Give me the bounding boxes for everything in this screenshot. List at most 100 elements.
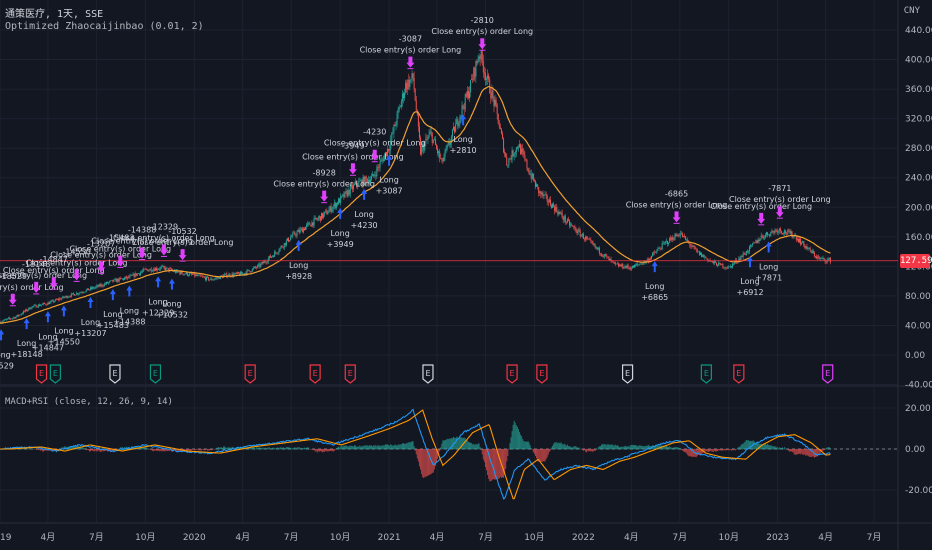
macd-histogram-bar (619, 447, 621, 450)
candle-body (394, 124, 396, 126)
candle-body (376, 167, 378, 177)
candle-body (51, 300, 53, 301)
candle-body (601, 254, 603, 256)
macd-histogram-bar (326, 449, 328, 452)
candle-body (500, 129, 502, 134)
candle-body (811, 250, 813, 254)
macd-histogram-bar (288, 447, 290, 450)
candle-body (599, 253, 601, 255)
candle-body (677, 234, 679, 237)
candle-body (324, 211, 326, 214)
candle-body (630, 268, 632, 270)
candle-body (513, 154, 515, 157)
candle-body (140, 272, 142, 275)
macd-histogram-bar (395, 445, 397, 450)
candle-body (133, 273, 135, 277)
macd-histogram-bar (164, 449, 166, 452)
macd-histogram-bar (260, 447, 262, 450)
macd-histogram-bar (623, 446, 625, 450)
macd-histogram-bar (290, 447, 292, 450)
candle-body (229, 274, 231, 277)
candle-body (470, 80, 472, 93)
macd-histogram-bar (754, 441, 756, 450)
earnings-flag[interactable] (822, 364, 834, 384)
macd-histogram-bar (546, 449, 548, 458)
macd-histogram-bar (439, 449, 441, 452)
candle-body (438, 151, 440, 154)
macd-histogram-bar (456, 436, 458, 450)
macd-histogram-bar (692, 449, 694, 457)
candle-body (392, 132, 394, 134)
earnings-flag[interactable] (700, 364, 712, 384)
macd-histogram-bar (687, 449, 689, 456)
candle-body (235, 272, 237, 274)
candle-body (421, 147, 423, 155)
candle-body (107, 282, 109, 284)
candle-body (778, 228, 780, 232)
earnings-flag[interactable] (422, 364, 434, 384)
close-exit-arrow (32, 281, 41, 293)
candle-body (806, 246, 808, 250)
candle-body (451, 129, 453, 137)
candle-body (757, 239, 759, 243)
macd-histogram-bar (519, 432, 521, 450)
macd-histogram-bar (586, 449, 588, 453)
earnings-flag[interactable] (149, 364, 162, 384)
candle-body (665, 241, 667, 242)
candle-body (69, 296, 71, 298)
candle-body (561, 212, 563, 218)
macd-histogram-bar (595, 448, 597, 450)
macd-histogram-bar (458, 438, 460, 450)
macd-histogram-bar (776, 446, 778, 450)
candle-body (379, 161, 381, 168)
earnings-flag[interactable] (733, 364, 745, 384)
x-tick-label: 7月 (284, 532, 299, 543)
candle-body (661, 243, 663, 250)
macd-histogram-bar (96, 449, 98, 452)
earnings-flag[interactable] (309, 364, 321, 384)
macd-histogram-bar (372, 446, 374, 450)
macd-histogram-bar (230, 447, 232, 450)
macd-histogram-bar (131, 446, 133, 450)
candle-body (347, 190, 349, 197)
candle-body (318, 216, 320, 218)
macd-histogram-bar (83, 448, 85, 450)
earnings-flag[interactable] (244, 364, 256, 384)
earnings-flag[interactable] (621, 364, 634, 384)
macd-histogram-bar (607, 443, 609, 450)
long-entry-value: +12329 (142, 308, 174, 317)
macd-histogram-bar (510, 437, 512, 450)
candle-body (521, 148, 523, 154)
candle-body (491, 90, 493, 99)
earnings-flag[interactable] (536, 364, 548, 384)
macd-histogram-bar (648, 445, 650, 450)
macd-histogram-bar (743, 442, 745, 450)
candle-body (102, 285, 104, 287)
candle-body (23, 311, 25, 312)
earnings-flag[interactable] (35, 364, 48, 384)
candle-body (698, 251, 700, 255)
macd-histogram-bar (154, 449, 156, 451)
candle-body (344, 191, 346, 198)
candle-body (720, 263, 722, 265)
candle-body (482, 61, 484, 73)
earnings-flag[interactable] (344, 364, 356, 384)
macd-histogram-bar (418, 449, 420, 467)
candle-body (272, 255, 274, 257)
long-entry-value: +14847 (32, 343, 64, 352)
candle-body (312, 222, 314, 226)
earnings-flag[interactable] (49, 364, 61, 384)
candle-body (435, 145, 437, 149)
candle-body (316, 219, 318, 220)
candle-body (389, 149, 391, 151)
candle-body (367, 180, 369, 183)
macd-histogram-bar (614, 444, 616, 450)
macd-histogram-bar (406, 443, 408, 450)
macd-histogram-bar (668, 447, 670, 450)
candle-body (412, 73, 414, 79)
candle-body (208, 277, 210, 281)
candle-body (285, 240, 287, 246)
earnings-flag[interactable] (506, 364, 518, 384)
earnings-flag[interactable] (109, 364, 121, 384)
candle-body (808, 247, 810, 249)
